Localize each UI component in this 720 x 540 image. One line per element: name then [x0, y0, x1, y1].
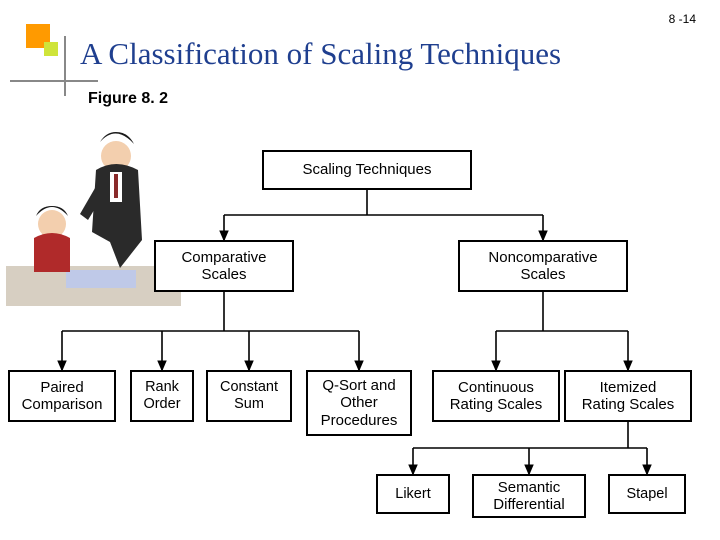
node-qsort: Q-Sort and Other Procedures — [306, 370, 412, 436]
node-noncomp: Noncomparative Scales — [458, 240, 628, 292]
node-stapel: Stapel — [608, 474, 686, 514]
node-likert: Likert — [376, 474, 450, 514]
corner-line-v — [64, 36, 66, 96]
accent-square-green — [44, 42, 58, 56]
page-number: 8 -14 — [669, 12, 696, 26]
node-root: Scaling Techniques — [262, 150, 472, 190]
corner-line-h — [10, 80, 98, 82]
node-comp: Comparative Scales — [154, 240, 294, 292]
slide-title: A Classification of Scaling Techniques — [80, 36, 561, 72]
node-item: Itemized Rating Scales — [564, 370, 692, 422]
node-cont: Continuous Rating Scales — [432, 370, 560, 422]
node-semdiff: Semantic Differential — [472, 474, 586, 518]
node-rank: Rank Order — [130, 370, 194, 422]
figure-label: Figure 8. 2 — [88, 90, 168, 108]
node-constant: Constant Sum — [206, 370, 292, 422]
node-paired: Paired Comparison — [8, 370, 116, 422]
slide: 8 -14 A Classification of Scaling Techni… — [0, 0, 720, 540]
